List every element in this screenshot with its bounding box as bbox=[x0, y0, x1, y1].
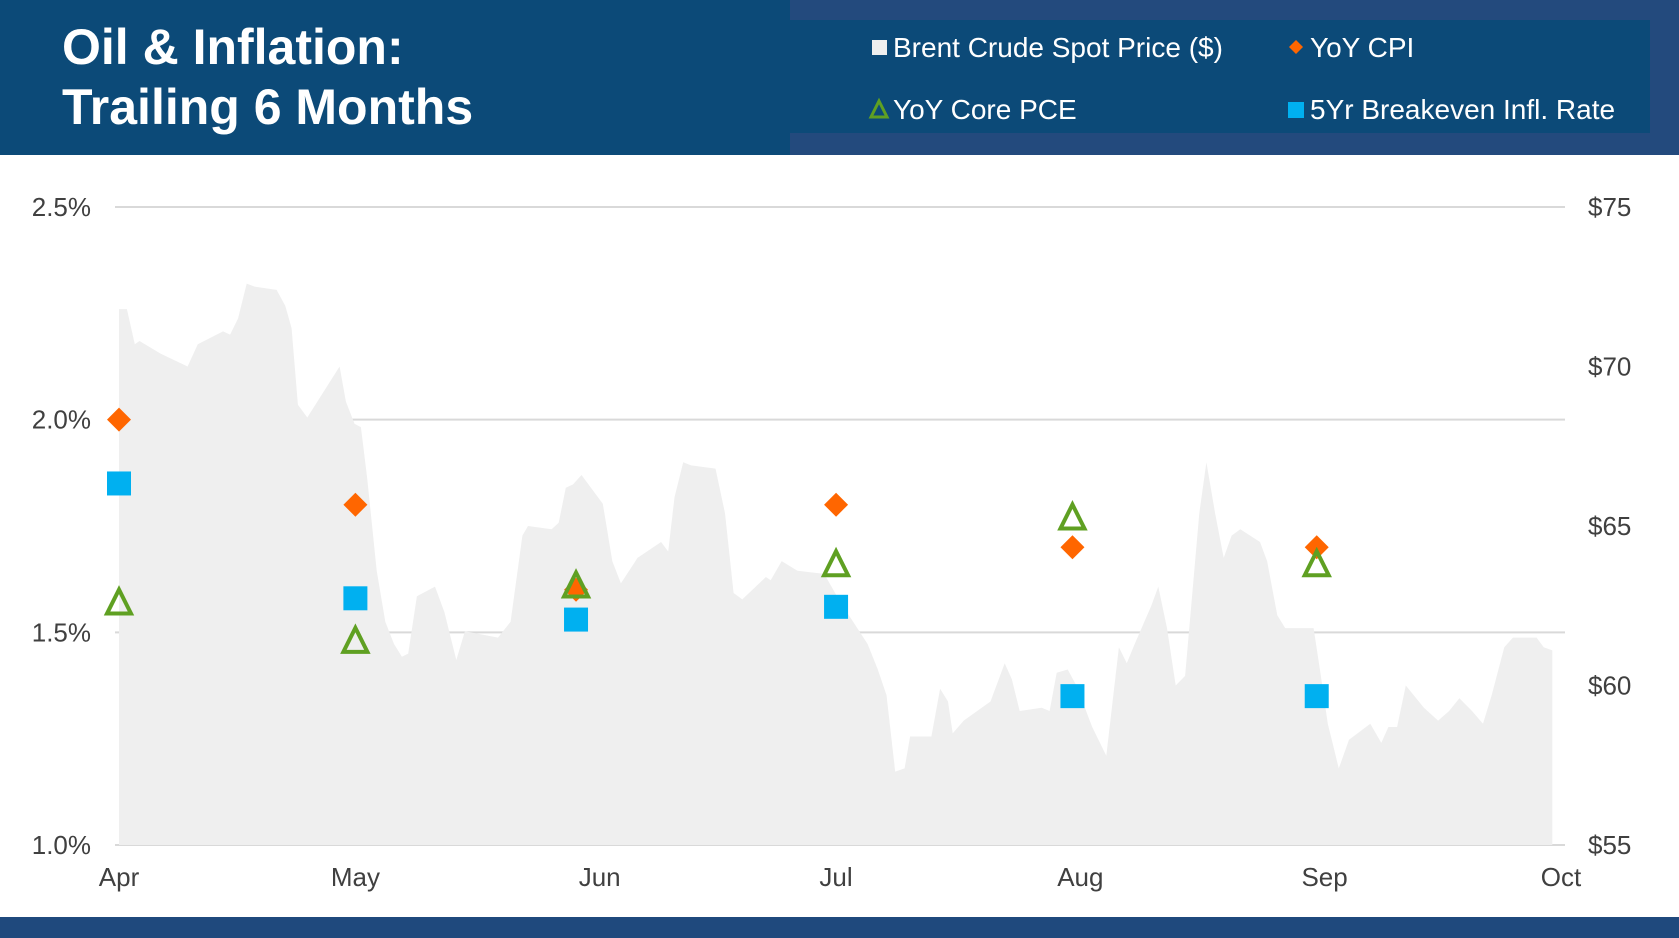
core-pce-point bbox=[560, 568, 592, 599]
scatter-markers bbox=[103, 407, 1332, 709]
cpi-point bbox=[1060, 535, 1085, 560]
x-tick-label: Oct bbox=[1541, 862, 1582, 892]
core-pce-point bbox=[340, 623, 371, 654]
legend-core-pce-triangle-icon bbox=[868, 97, 890, 119]
x-tick-label: Sep bbox=[1301, 862, 1347, 892]
x-tick-label: Aug bbox=[1057, 862, 1103, 892]
cpi-point bbox=[107, 407, 131, 432]
legend-panel bbox=[790, 20, 1650, 133]
y-left-tick-label: 2.5% bbox=[32, 192, 91, 222]
breakeven-point bbox=[824, 594, 849, 619]
legend-breakeven-square-icon bbox=[1288, 102, 1304, 118]
x-tick-label: May bbox=[331, 862, 380, 892]
legend-oil-swatch-icon bbox=[872, 40, 887, 55]
footer-bar bbox=[0, 917, 1679, 938]
y-right-tick-label: $75 bbox=[1588, 192, 1631, 222]
y-left-tick-label: 1.5% bbox=[32, 617, 91, 647]
core-pce-point bbox=[103, 585, 135, 616]
x-tick-label: Apr bbox=[99, 862, 140, 892]
chart-title-line2: Trailing 6 Months bbox=[62, 79, 473, 135]
cpi-point bbox=[343, 492, 368, 517]
brent-crude-area bbox=[119, 283, 1553, 846]
y-right-tick-label: $70 bbox=[1588, 352, 1631, 382]
core-pce-point bbox=[1301, 546, 1332, 578]
legend-cpi-diamond-icon bbox=[1289, 40, 1303, 54]
breakeven-point bbox=[564, 607, 589, 632]
y-right-tick-label: $65 bbox=[1588, 511, 1631, 541]
y-left-tick-label: 2.0% bbox=[32, 405, 91, 435]
legend: Brent Crude Spot Price ($) YoY CPI YoY C… bbox=[868, 32, 1615, 125]
core-pce-point bbox=[820, 546, 852, 578]
chart-title-line1: Oil & Inflation: bbox=[62, 19, 404, 75]
cpi-point bbox=[824, 492, 849, 517]
breakeven-point bbox=[1304, 684, 1329, 709]
core-pce-point bbox=[1057, 500, 1088, 531]
breakeven-point bbox=[343, 586, 368, 611]
x-tick-label: Jul bbox=[819, 862, 852, 892]
legend-cpi-label: YoY CPI bbox=[1310, 32, 1414, 63]
breakeven-point bbox=[1060, 684, 1085, 709]
y-left-tick-label: 1.0% bbox=[32, 830, 91, 860]
legend-breakeven-label: 5Yr Breakeven Infl. Rate bbox=[1310, 94, 1615, 125]
y-right-tick-label: $55 bbox=[1588, 830, 1631, 860]
breakeven-point bbox=[107, 471, 131, 496]
legend-oil-label: Brent Crude Spot Price ($) bbox=[893, 32, 1223, 63]
axis-labels: 1.0% 1.5% 2.0% 2.5% $55 $60 $65 $70 $75 Apr May Jun… bbox=[32, 192, 1632, 892]
y-right-tick-label: $60 bbox=[1588, 671, 1631, 701]
legend-core-pce-label: YoY Core PCE bbox=[893, 94, 1077, 125]
x-tick-label: Jun bbox=[579, 862, 621, 892]
